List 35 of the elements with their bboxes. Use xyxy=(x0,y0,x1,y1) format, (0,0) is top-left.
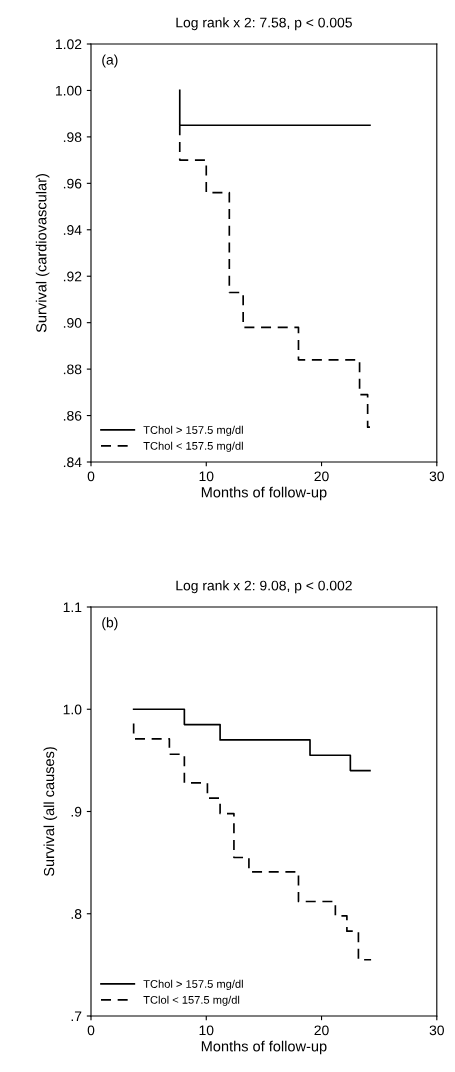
y-tick-label: .92 xyxy=(63,271,82,282)
y-tick-label: .98 xyxy=(63,132,82,143)
chart-title: Log rank x 2: 7.58, p < 0.005 xyxy=(176,17,352,31)
y-tick-label: 1.02 xyxy=(56,39,82,50)
annotation: (a) xyxy=(102,54,118,68)
y-tick-label: .9 xyxy=(71,806,82,817)
y-tick-label: .88 xyxy=(63,364,82,375)
y-tick-label: 1.0 xyxy=(63,704,82,715)
y-tick-label: .8 xyxy=(71,909,82,919)
y-tick-label: 1.00 xyxy=(56,85,82,96)
x-tick-label: 10 xyxy=(199,471,214,482)
y-tick-label: .84 xyxy=(63,457,82,468)
y-axis-title: Survival (all causes) xyxy=(43,747,58,877)
x-tick-label: 30 xyxy=(429,1025,444,1036)
x-tick-label: 0 xyxy=(87,1025,95,1036)
x-tick-label: 0 xyxy=(87,471,95,482)
x-tick-label: 30 xyxy=(429,471,444,482)
y-tick-label: .90 xyxy=(63,318,82,328)
legend-label: TChol < 157.5 mg/dl xyxy=(143,441,243,452)
x-axis-title: Months of follow-up xyxy=(201,486,327,501)
y-axis-title: Survival (cardiovascular) xyxy=(35,174,50,333)
x-tick-label: 20 xyxy=(314,1025,329,1036)
x-tick-label: 10 xyxy=(199,1025,214,1036)
y-tick-label: .7 xyxy=(71,1011,82,1022)
legend-label: TClol < 157.5 mg/dl xyxy=(143,995,240,1006)
y-tick-label: .96 xyxy=(63,178,82,189)
y-tick-label: .86 xyxy=(63,410,82,421)
legend-label: TChol > 157.5 mg/dl xyxy=(143,425,243,437)
annotation: (b) xyxy=(102,617,118,631)
legend-label: TChol > 157.5 mg/dl xyxy=(143,979,243,991)
x-tick-label: 20 xyxy=(314,471,329,482)
y-tick-label: .94 xyxy=(63,225,82,235)
chart-title: Log rank x 2: 9.08, p < 0.002 xyxy=(176,580,352,594)
y-tick-label: 1.1 xyxy=(63,602,82,613)
x-axis-title: Months of follow-up xyxy=(201,1040,327,1055)
